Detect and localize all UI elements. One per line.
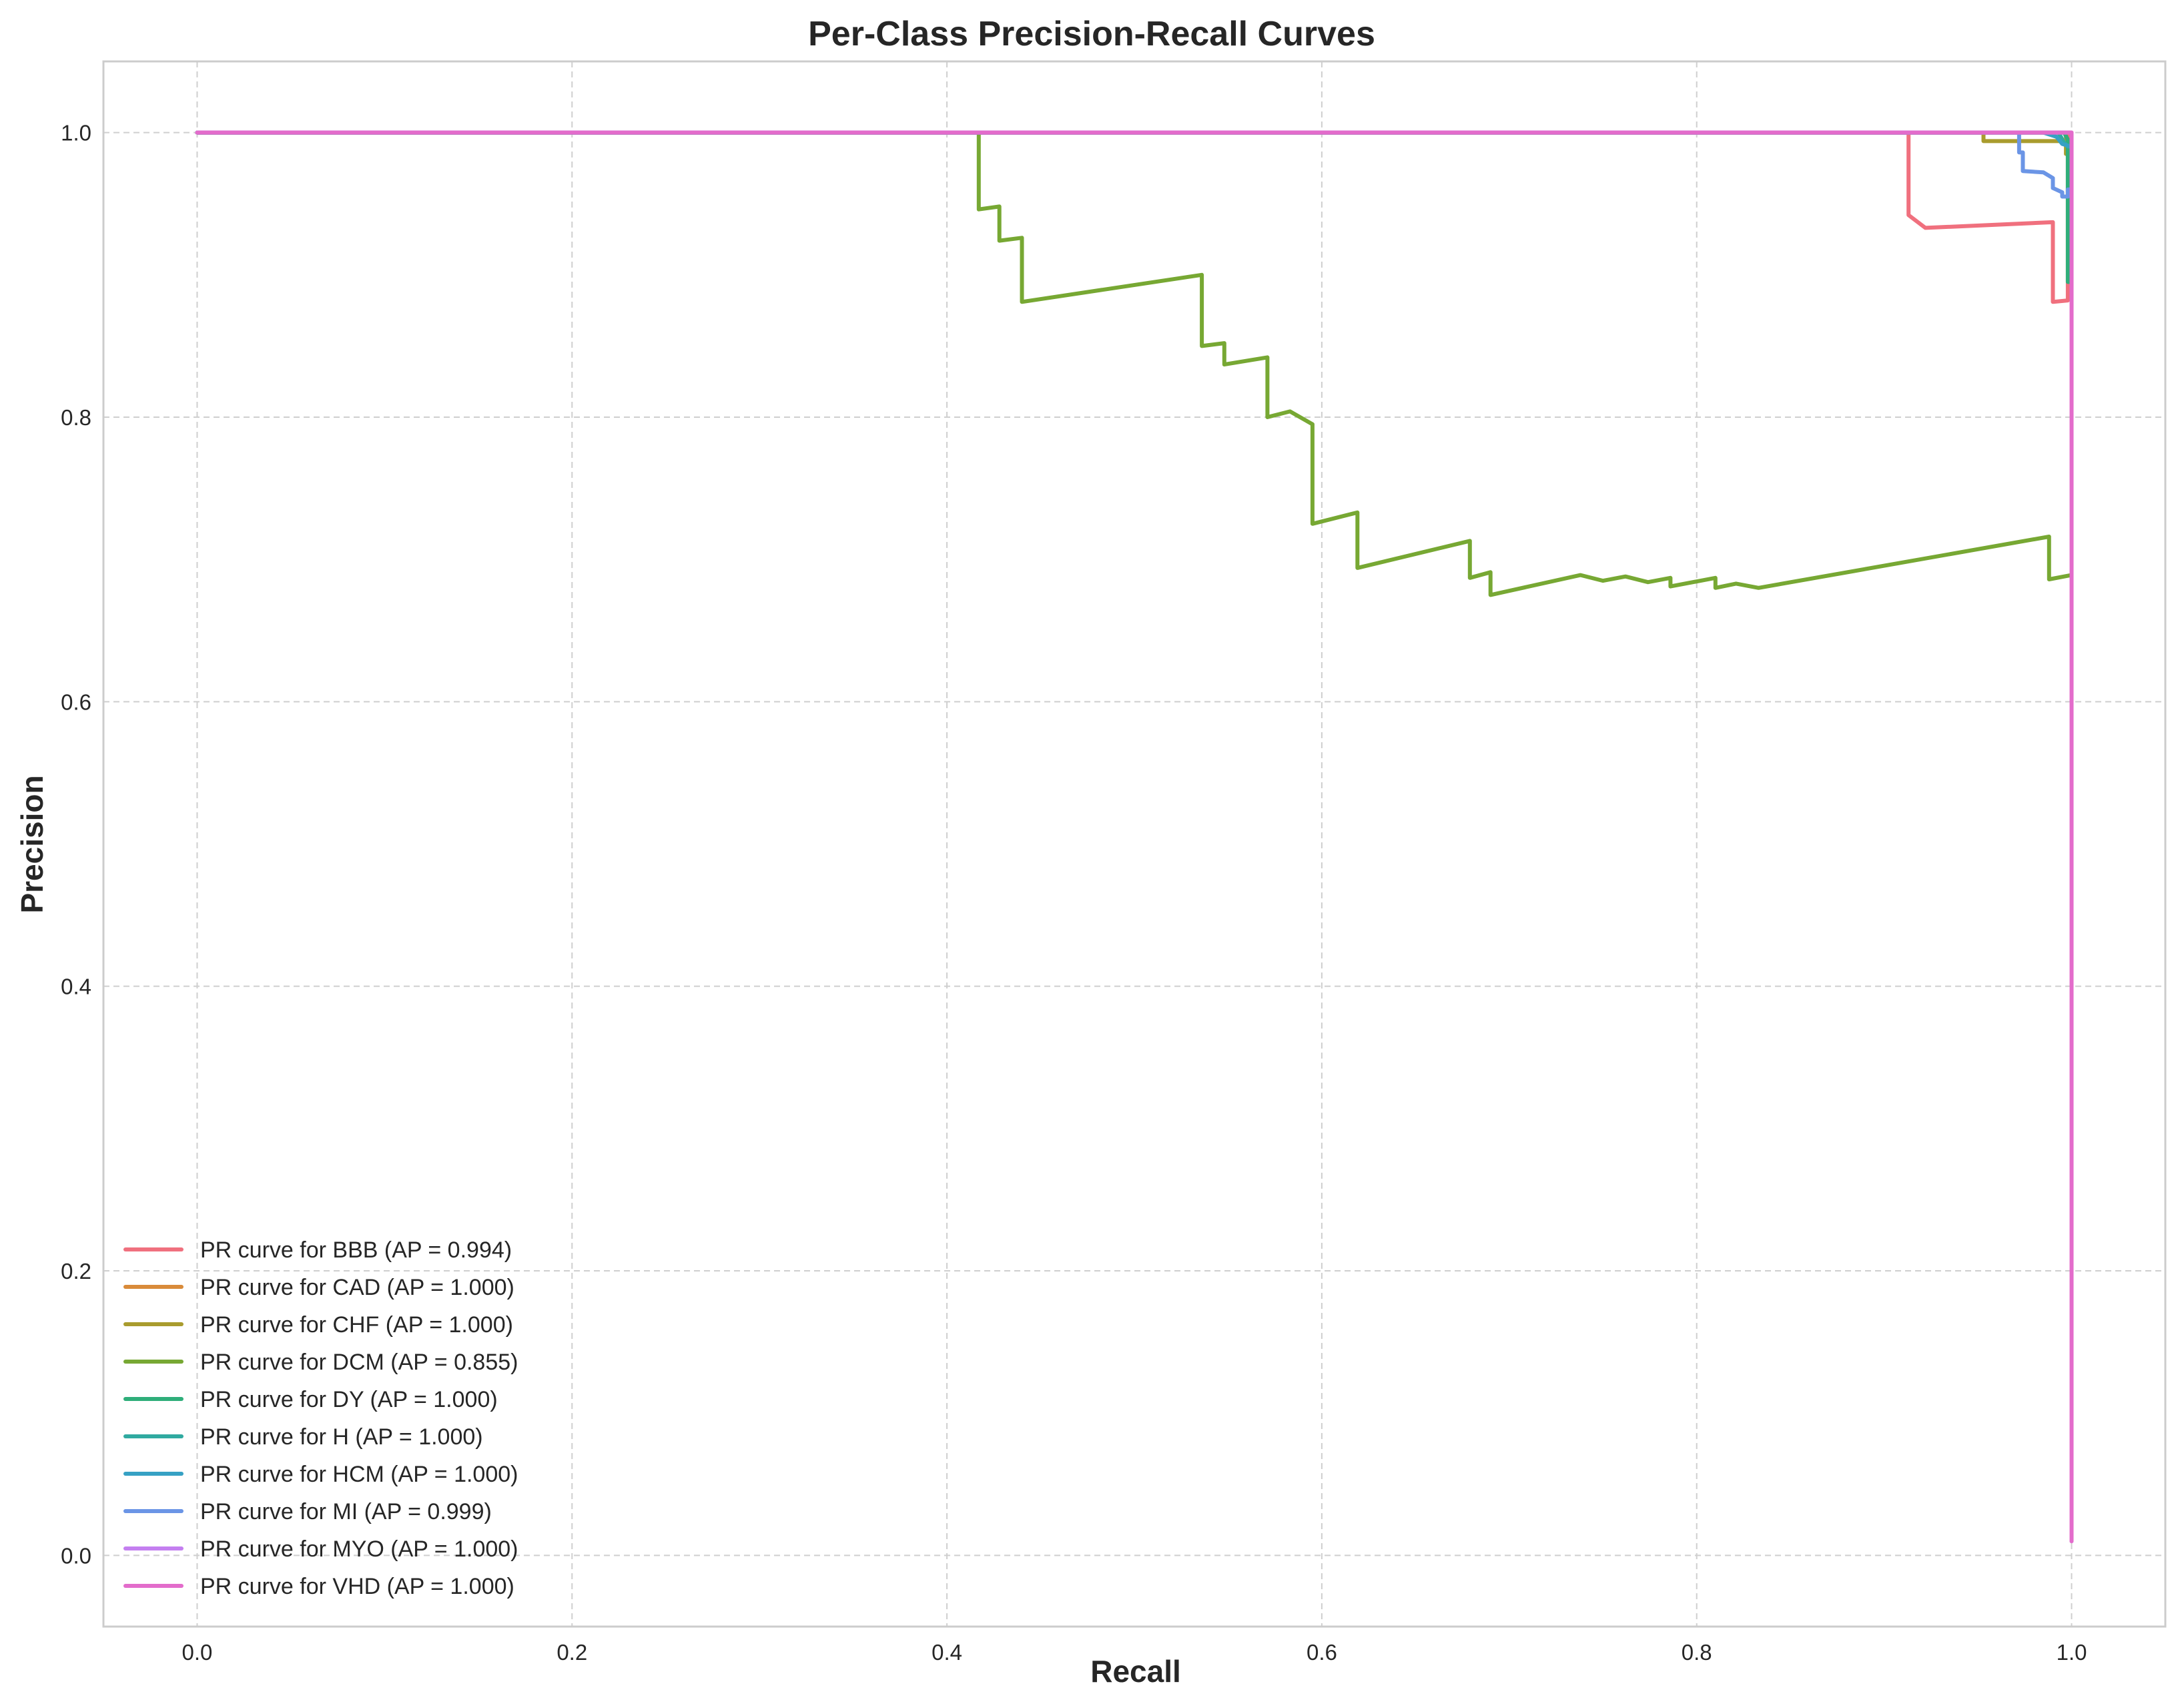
legend-entry-label: PR curve for H (AP = 1.000) [200,1424,483,1450]
y-tick-label: 0.4 [61,974,91,999]
plot-frame [102,60,2167,1628]
legend-entry-label: PR curve for DCM (AP = 0.855) [200,1350,518,1375]
x-tick-label: 0.4 [932,1640,962,1665]
x-axis-label: Recall [1090,1654,1181,1689]
legend-entry-label: PR curve for VHD (AP = 1.000) [200,1574,514,1599]
series-line-9 [195,130,2074,1544]
x-tick-label: 0.0 [182,1640,213,1665]
x-tick-label: 0.2 [557,1640,587,1665]
legend: PR curve for BBB (AP = 0.994) PR curve fo… [123,1237,518,1599]
y-tick-label: 0.0 [61,1543,91,1568]
x-tick-label: 0.6 [1307,1640,1337,1665]
legend-entry-label: PR curve for CAD (AP = 1.000) [200,1275,514,1300]
y-tick-label: 0.8 [61,405,91,430]
chart-title: Per-Class Precision-Recall Curves [808,15,1375,53]
series-line-3 [195,130,2074,597]
legend-entry-label: PR curve for MYO (AP = 1.000) [200,1536,518,1562]
ticks: 0.0 0.2 0.4 0.6 0.8 1.0 0.0 0.2 0.4 0.6 0.8 1.0 [61,121,2087,1665]
legend-entry-label: PR curve for MI (AP = 0.999) [200,1499,492,1524]
legend-entry-label: PR curve for DY (AP = 1.000) [200,1387,498,1412]
series-line-7 [195,130,2074,512]
y-axis-label: Precision [15,775,49,913]
series-group [195,130,2074,1544]
y-tick-label: 0.2 [61,1259,91,1284]
legend-entry-label: PR curve for CHF (AP = 1.000) [200,1312,513,1338]
x-tick-label: 0.8 [1682,1640,1712,1665]
y-tick-label: 0.6 [61,689,91,714]
x-tick-label: 1.0 [2057,1640,2087,1665]
y-tick-label: 1.0 [61,121,91,146]
legend-entry-label: PR curve for HCM (AP = 1.000) [200,1462,518,1487]
legend-entry-label: PR curve for BBB (AP = 0.994) [200,1237,512,1263]
